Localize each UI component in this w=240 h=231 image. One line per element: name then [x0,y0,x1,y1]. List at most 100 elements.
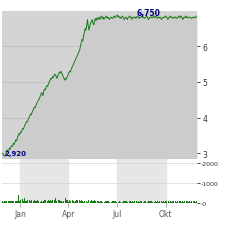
Bar [38,201,39,203]
Bar [185,201,186,203]
Bar [6,202,7,203]
Bar [70,201,71,203]
Bar [132,201,133,203]
Bar [177,201,178,203]
Bar [34,200,35,203]
Bar [59,201,60,203]
Bar [8,201,9,203]
Text: 2,920: 2,920 [4,151,26,157]
Bar [31,201,32,203]
Bar [12,202,13,203]
Bar [176,202,177,203]
Bar [180,201,181,203]
Bar [111,202,112,203]
Bar [43,201,44,203]
Bar [104,202,105,203]
Bar [184,201,185,203]
Bar [139,202,140,203]
Bar [25,201,26,203]
Bar [122,202,123,203]
Bar [131,202,132,203]
Bar [165,201,166,203]
Bar [194,201,195,203]
Bar [142,202,143,203]
Bar [97,201,98,203]
Bar [191,201,192,203]
Bar [108,201,109,203]
Bar [75,201,76,203]
Bar [37,200,38,203]
Bar [149,201,150,203]
Bar [80,201,81,203]
Bar [136,201,137,203]
Bar [55,198,56,203]
Bar [167,202,168,203]
Bar [141,201,142,203]
Bar [63,201,64,203]
Bar [56,201,57,203]
Bar [127,202,128,203]
Bar [22,199,23,203]
Bar [49,201,50,203]
Bar [102,202,103,203]
Bar [84,201,85,203]
Bar [62,202,63,203]
Bar [159,201,160,203]
Bar [94,200,95,203]
Bar [72,200,73,203]
Bar [147,202,148,203]
Bar [170,201,171,203]
Bar [20,200,21,203]
Bar [71,201,72,203]
Bar [96,202,97,203]
Bar [54,200,55,203]
Bar [28,198,29,203]
Bar [114,201,115,203]
Bar [15,201,16,203]
Bar [144,201,145,203]
Bar [35,201,36,203]
Bar [101,201,102,203]
Bar [120,202,121,203]
Bar [10,201,11,203]
Bar [133,202,134,203]
Bar [179,201,180,203]
Bar [47,201,48,203]
Bar [7,202,8,203]
Text: 6,750: 6,750 [137,9,160,18]
Bar [53,201,54,203]
Bar [123,201,124,203]
Bar [182,201,183,203]
Bar [5,201,6,203]
Bar [115,201,116,203]
Bar [129,201,130,203]
Bar [91,200,92,203]
Bar [175,201,176,203]
Bar [20,159,68,203]
Bar [50,201,51,203]
Bar [78,198,79,203]
Bar [188,202,189,203]
Bar [124,201,125,203]
Bar [166,201,167,203]
Bar [2,201,3,203]
Bar [74,202,75,203]
Bar [158,202,159,203]
Bar [126,201,127,203]
Bar [195,202,196,203]
Bar [40,202,41,203]
Bar [172,201,173,203]
Bar [121,201,122,203]
Bar [105,201,106,203]
Bar [189,201,190,203]
Bar [32,201,33,203]
Bar [118,202,119,203]
Bar [26,201,27,203]
Bar [130,201,131,203]
Bar [76,200,77,203]
Bar [68,202,69,203]
Bar [79,200,80,203]
Bar [27,200,28,203]
Bar [65,198,66,203]
Bar [154,202,155,203]
